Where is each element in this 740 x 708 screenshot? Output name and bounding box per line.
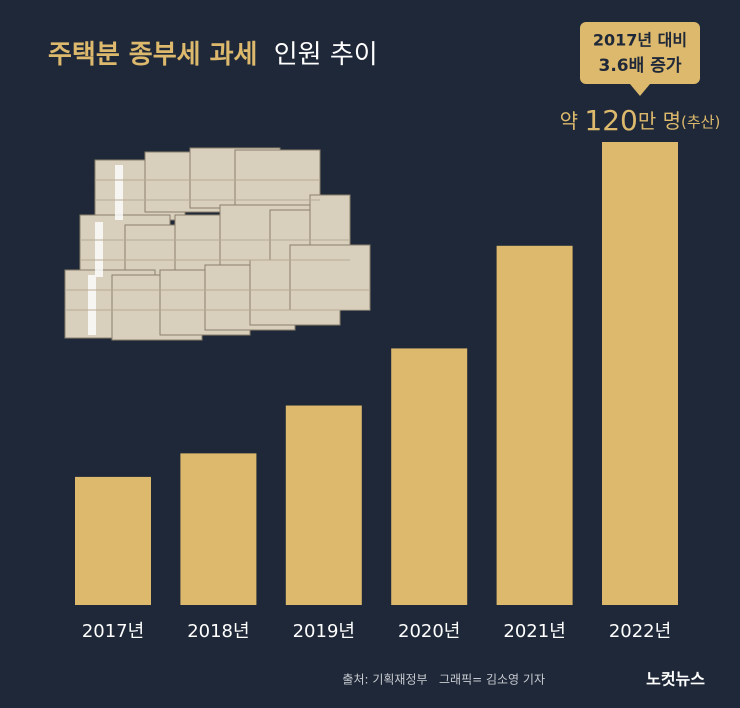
logo: 노컷뉴스 xyxy=(646,670,705,689)
x-tick-label: 2018년 xyxy=(187,621,249,642)
title-main: 주택분 종부세 과세 xyxy=(48,40,257,70)
x-tick-label: 2021년 xyxy=(503,621,565,642)
callout-line: 3.6배 증가 xyxy=(599,56,682,76)
x-tick-label: 2022년 xyxy=(609,621,671,642)
source: 출처: 기획재정부 그래픽= 김소영 기자 xyxy=(342,673,545,687)
title-sub: 인원 추이 xyxy=(274,40,378,70)
value-label-part: 120 xyxy=(584,104,637,137)
value-label-part: 약 xyxy=(560,109,585,133)
bar xyxy=(180,453,257,605)
callout-pointer xyxy=(630,84,650,96)
x-tick-label: 2019년 xyxy=(293,621,355,642)
x-tick-label: 2020년 xyxy=(398,621,460,642)
callout: 2017년 대비 3.6배 증가 xyxy=(580,22,700,96)
value-label-part: (추산) xyxy=(681,113,720,131)
bar xyxy=(602,142,678,605)
bar xyxy=(391,348,468,605)
money-illustration xyxy=(64,147,371,341)
value-label-part: 만 명 xyxy=(638,109,681,133)
x-tick-label: 2017년 xyxy=(82,621,144,642)
bar xyxy=(75,476,151,605)
bar xyxy=(285,405,362,605)
callout-line: 2017년 대비 xyxy=(593,31,687,50)
callout-box xyxy=(580,22,700,84)
bar xyxy=(496,245,573,605)
value-label: 약 120만 명(추산) xyxy=(560,104,721,137)
chart-title: 주택분 종부세 과세 인원 추이 xyxy=(48,40,378,70)
